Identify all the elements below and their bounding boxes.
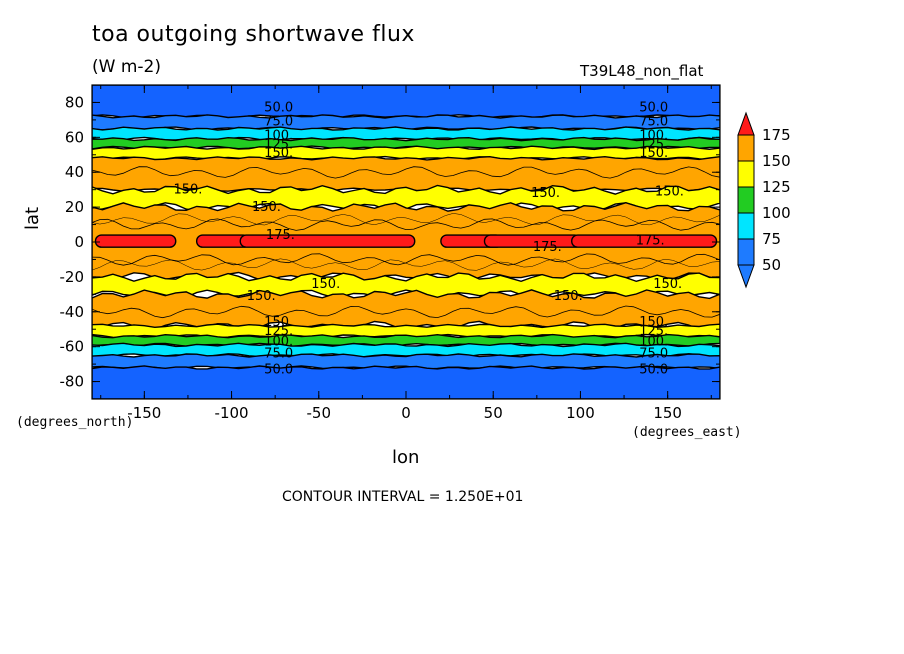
contour-label: 150. bbox=[311, 277, 340, 292]
colorbar-segment bbox=[737, 212, 755, 240]
contour-interval: CONTOUR INTERVAL = 1.250E+01 bbox=[282, 489, 524, 505]
contour-label: 150. bbox=[173, 183, 202, 198]
contour-label: 75.0 bbox=[264, 347, 293, 362]
contour-label: 150. bbox=[639, 146, 668, 161]
contour-label: 150. bbox=[264, 146, 293, 161]
colorbar-segment bbox=[737, 134, 755, 162]
contour-label: 175. bbox=[533, 240, 562, 255]
colorbar-top-arrow bbox=[737, 111, 755, 136]
contour-label: 150. bbox=[639, 315, 668, 330]
contour-label: 125. bbox=[264, 137, 293, 152]
x-tick-label: 0 bbox=[401, 404, 411, 422]
contour-label: 175. bbox=[636, 233, 665, 248]
y-tick-label: 60 bbox=[65, 128, 84, 146]
x-tick-label: -100 bbox=[215, 404, 249, 422]
band-75-100 bbox=[92, 126, 720, 142]
band-150-175 bbox=[92, 289, 720, 331]
max-region-0 bbox=[94, 234, 177, 248]
thin-contour bbox=[92, 305, 720, 319]
contour-label: 75.0 bbox=[264, 115, 293, 130]
plot-area: 50.075.0100.125.150.50.075.0100.125.150.… bbox=[60, 84, 721, 422]
contour-label: 125. bbox=[639, 137, 668, 152]
contour-label: 175. bbox=[266, 228, 295, 243]
x-tick-label: 100 bbox=[566, 404, 595, 422]
colorbar-segment bbox=[737, 186, 755, 214]
contour-label: 50.0 bbox=[639, 362, 668, 377]
x-tick-label: -150 bbox=[127, 404, 161, 422]
contour-label: 50.0 bbox=[264, 362, 293, 377]
colorbar-label: 100 bbox=[762, 204, 791, 222]
y-tick-label: 20 bbox=[65, 198, 84, 216]
thin-contour bbox=[92, 213, 720, 226]
colorbar-segment bbox=[737, 238, 755, 266]
x-tick-label: -50 bbox=[307, 404, 332, 422]
thin-contour bbox=[92, 258, 720, 271]
x-tick-label: 150 bbox=[653, 404, 682, 422]
contour-label: 150. bbox=[531, 186, 560, 201]
y-axis-units: (degrees_north) bbox=[16, 415, 134, 430]
colorbar-label: 75 bbox=[762, 230, 781, 248]
x-axis-label: lon bbox=[392, 447, 420, 468]
colorbar-label: 175 bbox=[762, 126, 791, 144]
band-<50 bbox=[92, 365, 720, 399]
contour-label: 100. bbox=[264, 334, 293, 349]
colorbar-label: 125 bbox=[762, 178, 791, 196]
contour-label: 150. bbox=[653, 277, 682, 292]
contour-label: 150. bbox=[554, 289, 583, 304]
contour-label: 50.0 bbox=[264, 101, 293, 116]
colorbar-segment bbox=[737, 160, 755, 188]
field-layer: 50.075.0100.125.150.50.075.0100.125.150.… bbox=[92, 85, 720, 399]
contour-label: 125. bbox=[639, 324, 668, 339]
colorbar-bottom-arrow bbox=[737, 264, 755, 289]
contour-label: 150. bbox=[252, 200, 281, 215]
contour-label: 50.0 bbox=[639, 101, 668, 116]
contour-label: 125. bbox=[264, 324, 293, 339]
y-tick-label: 0 bbox=[74, 233, 84, 251]
x-tick-label: 50 bbox=[484, 404, 503, 422]
chart-units: (W m-2) bbox=[92, 57, 161, 77]
contour-label: 150. bbox=[655, 184, 684, 199]
y-tick-label: 40 bbox=[65, 163, 84, 181]
thin-contour bbox=[92, 166, 720, 179]
contour-label: 75.0 bbox=[639, 115, 668, 130]
thin-contour bbox=[92, 253, 720, 266]
y-tick-label: 80 bbox=[65, 93, 84, 111]
contour-label: 100. bbox=[264, 129, 293, 144]
contour-label: 150. bbox=[247, 289, 276, 304]
contour-label: 75.0 bbox=[639, 347, 668, 362]
y-tick-label: -40 bbox=[60, 303, 85, 321]
y-tick-label: -60 bbox=[60, 338, 85, 356]
thin-contour bbox=[92, 218, 720, 231]
colorbar: 175 150 125 100 75 50 bbox=[737, 111, 791, 289]
colorbar-label: 50 bbox=[762, 256, 781, 274]
max-region-5 bbox=[571, 234, 718, 248]
contour-label: 150. bbox=[264, 315, 293, 330]
run-label: T39L48_non_flat bbox=[580, 62, 704, 80]
max-region-2 bbox=[239, 234, 416, 248]
y-tick-label: -80 bbox=[60, 373, 85, 391]
colorbar-label: 150 bbox=[762, 152, 791, 170]
x-axis-units: (degrees_east) bbox=[632, 425, 742, 440]
contour-label: 100. bbox=[639, 334, 668, 349]
chart-title: toa outgoing shortwave flux bbox=[92, 22, 415, 47]
contour-label: 100. bbox=[639, 129, 668, 144]
y-tick-label: -20 bbox=[60, 268, 85, 286]
